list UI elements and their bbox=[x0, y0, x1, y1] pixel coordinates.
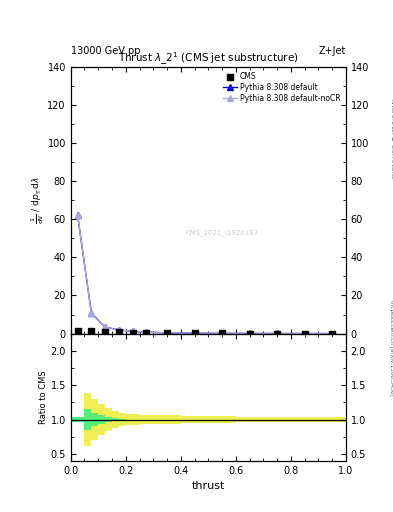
X-axis label: thrust: thrust bbox=[192, 481, 225, 491]
Text: Z+Jet: Z+Jet bbox=[318, 46, 346, 56]
CMS bbox=[88, 327, 94, 335]
CMS bbox=[130, 329, 136, 337]
Line: Pythia 8.308 default: Pythia 8.308 default bbox=[75, 212, 335, 336]
Pythia 8.308 default-noCR bbox=[165, 330, 169, 336]
Title: Thrust $\lambda\_2^1$ (CMS jet substructure): Thrust $\lambda\_2^1$ (CMS jet substruct… bbox=[118, 50, 299, 67]
Pythia 8.308 default-noCR bbox=[103, 324, 108, 330]
Pythia 8.308 default bbox=[302, 330, 307, 336]
Pythia 8.308 default bbox=[275, 330, 279, 336]
Pythia 8.308 default bbox=[116, 327, 121, 333]
CMS bbox=[75, 327, 81, 335]
Line: Pythia 8.308 default-noCR: Pythia 8.308 default-noCR bbox=[75, 212, 335, 336]
CMS bbox=[246, 329, 253, 337]
Pythia 8.308 default-noCR bbox=[302, 330, 307, 336]
Pythia 8.308 default-noCR bbox=[89, 310, 94, 316]
CMS bbox=[191, 329, 198, 337]
Pythia 8.308 default-noCR bbox=[192, 330, 197, 336]
Text: 13000 GeV pp: 13000 GeV pp bbox=[71, 46, 140, 56]
Y-axis label: Ratio to CMS: Ratio to CMS bbox=[39, 370, 48, 424]
Pythia 8.308 default-noCR bbox=[275, 330, 279, 336]
CMS bbox=[301, 330, 308, 338]
Pythia 8.308 default-noCR bbox=[220, 330, 224, 336]
Text: CMS_2021_I1920187: CMS_2021_I1920187 bbox=[185, 229, 259, 236]
Pythia 8.308 default bbox=[75, 212, 80, 219]
Pythia 8.308 default-noCR bbox=[330, 331, 334, 337]
Pythia 8.308 default bbox=[130, 328, 135, 334]
CMS bbox=[164, 329, 170, 337]
Pythia 8.308 default bbox=[89, 310, 94, 316]
Pythia 8.308 default-noCR bbox=[116, 327, 121, 333]
Pythia 8.308 default-noCR bbox=[247, 330, 252, 336]
Text: mcplots.cern.ch [arXiv:1306.3436]: mcplots.cern.ch [arXiv:1306.3436] bbox=[389, 301, 393, 396]
Pythia 8.308 default bbox=[247, 330, 252, 336]
Pythia 8.308 default bbox=[103, 324, 108, 330]
Pythia 8.308 default bbox=[330, 331, 334, 337]
Pythia 8.308 default bbox=[165, 330, 169, 336]
CMS bbox=[102, 328, 108, 336]
CMS bbox=[219, 329, 225, 337]
CMS bbox=[329, 330, 335, 338]
Text: Rivet 3.1.10, $\geq$ 3.3M events: Rivet 3.1.10, $\geq$ 3.3M events bbox=[389, 98, 393, 179]
Legend: CMS, Pythia 8.308 default, Pythia 8.308 default-noCR: CMS, Pythia 8.308 default, Pythia 8.308 … bbox=[222, 70, 342, 104]
Pythia 8.308 default-noCR bbox=[130, 328, 135, 334]
CMS bbox=[116, 328, 122, 336]
Pythia 8.308 default bbox=[220, 330, 224, 336]
CMS bbox=[143, 329, 149, 337]
CMS bbox=[274, 329, 280, 337]
Pythia 8.308 default-noCR bbox=[144, 329, 149, 335]
Pythia 8.308 default bbox=[144, 329, 149, 335]
Pythia 8.308 default-noCR bbox=[75, 212, 80, 219]
Y-axis label: $\frac{1}{\mathrm{d}N}$ / $\mathrm{d}p_\mathrm{T}\,\mathrm{d}\lambda$: $\frac{1}{\mathrm{d}N}$ / $\mathrm{d}p_\… bbox=[29, 176, 46, 224]
Pythia 8.308 default bbox=[192, 330, 197, 336]
